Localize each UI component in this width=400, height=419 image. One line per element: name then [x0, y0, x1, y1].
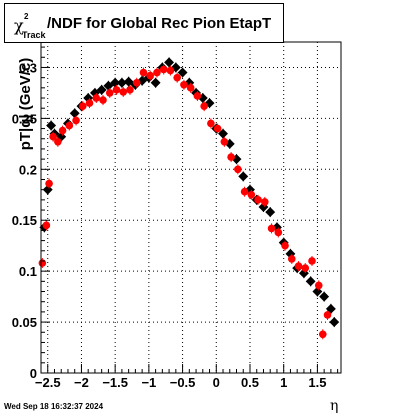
- point-series-1-20: [159, 65, 168, 74]
- point-series-1-26: [200, 102, 208, 110]
- point-series-0-42: [312, 286, 323, 297]
- x-tick-label-2: −1.5: [102, 375, 128, 390]
- x-tick-label-8: 1.5: [308, 375, 326, 390]
- y-tick-label-2: 0.1: [19, 264, 37, 279]
- point-series-1-12: [105, 89, 114, 97]
- point-series-1-21: [166, 66, 175, 75]
- point-series-0-43: [319, 291, 330, 302]
- x-tick-label-4: −0.5: [170, 375, 196, 390]
- point-series-1-30: [227, 153, 235, 161]
- y-tick-label-0: 0: [30, 366, 37, 381]
- point-series-1-36: [267, 224, 276, 233]
- data-layer: [38, 57, 340, 340]
- point-series-1-37: [274, 228, 283, 237]
- point-series-1-14: [119, 88, 128, 96]
- point-series-1-3: [49, 132, 57, 141]
- point-series-1-19: [153, 68, 161, 77]
- x-tick-label-0: −2.5: [35, 375, 61, 390]
- point-series-0-28: [218, 128, 228, 139]
- point-series-1-39: [287, 255, 296, 263]
- point-series-1-17: [139, 68, 148, 77]
- point-series-1-41: [301, 264, 310, 272]
- axis-layer: −2.5 −2 −1.5 −1 −0.5 0 0.5 1 1.5 0 0.05 0.1 0.15 0.2 0…: [12, 41, 342, 390]
- point-series-0-22: [177, 67, 188, 78]
- y-tick-label-4: 0.2: [19, 162, 37, 177]
- point-series-0-2: [46, 120, 57, 131]
- point-series-1-5: [58, 126, 67, 135]
- point-series-1-4: [54, 138, 62, 146]
- point-series-1-31: [234, 165, 242, 174]
- point-series-1-18: [146, 71, 155, 80]
- point-series-0-41: [305, 276, 316, 287]
- title-box: χ 2 Track /NDF for Global Rec Pion EtapT: [4, 3, 284, 43]
- point-series-0-13: [116, 77, 127, 88]
- point-series-0-31: [238, 171, 249, 182]
- x-tick-label-1: −2: [74, 375, 89, 390]
- point-series-1-43: [314, 281, 323, 290]
- point-series-1-45: [323, 311, 332, 319]
- x-axis-label: η: [330, 398, 339, 414]
- point-series-1-1: [42, 221, 51, 230]
- point-series-1-16: [132, 78, 141, 87]
- y-axis-label: pT|q| (GeV/c): [17, 57, 34, 151]
- y-tick-label-5: 0.25: [12, 111, 37, 126]
- y-tick-label-6: 0.3: [19, 60, 37, 75]
- x-tick-label-3: −1: [141, 375, 156, 390]
- point-series-1-2: [45, 179, 53, 188]
- point-series-1-35: [261, 198, 269, 206]
- point-series-0-20: [164, 57, 175, 68]
- point-series-1-38: [281, 241, 289, 250]
- point-series-1-11: [99, 96, 107, 104]
- point-series-1-23: [180, 80, 188, 89]
- title-chi-symbol: χ: [14, 16, 24, 35]
- point-series-1-33: [247, 190, 256, 199]
- point-series-1-25: [193, 92, 202, 100]
- title-superscript: 2: [24, 12, 29, 21]
- point-series-1-6: [65, 121, 74, 130]
- point-series-1-29: [220, 138, 229, 146]
- point-series-1-28: [213, 124, 222, 133]
- point-series-0-45: [329, 317, 340, 328]
- point-series-1-13: [112, 86, 121, 94]
- point-series-1-8: [78, 102, 87, 110]
- point-series-0-12: [110, 77, 121, 88]
- point-series-1-24: [186, 84, 195, 92]
- point-series-1-10: [92, 94, 101, 102]
- point-series-1-32: [240, 187, 249, 196]
- timestamp: Wed Sep 18 16:32:37 2024: [4, 402, 104, 411]
- y-tick-label-1: 0.05: [12, 315, 37, 330]
- point-series-0-35: [265, 207, 276, 218]
- point-series-1-9: [85, 99, 94, 107]
- point-series-1-0: [38, 259, 47, 267]
- point-series-1-34: [254, 196, 262, 204]
- point-series-1-40: [294, 262, 303, 270]
- x-tick-label-7: 1: [280, 375, 287, 390]
- point-series-1-27: [207, 119, 215, 128]
- point-series-1-42: [308, 257, 316, 265]
- title-subscript: Track: [22, 30, 46, 40]
- x-tick-label-5: 0: [213, 375, 220, 390]
- point-series-0-18: [150, 77, 161, 88]
- point-series-0-6: [69, 108, 80, 119]
- y-tick-label-3: 0.15: [12, 213, 37, 228]
- point-series-0-10: [96, 84, 107, 95]
- point-series-0-1: [42, 184, 53, 195]
- point-series-1-22: [173, 73, 181, 82]
- point-series-1-44: [318, 330, 327, 339]
- title-text: /NDF for Global Rec Pion EtapT: [47, 15, 272, 32]
- point-series-1-15: [126, 86, 134, 94]
- point-series-1-7: [72, 116, 80, 125]
- x-tick-label-6: 0.5: [241, 375, 259, 390]
